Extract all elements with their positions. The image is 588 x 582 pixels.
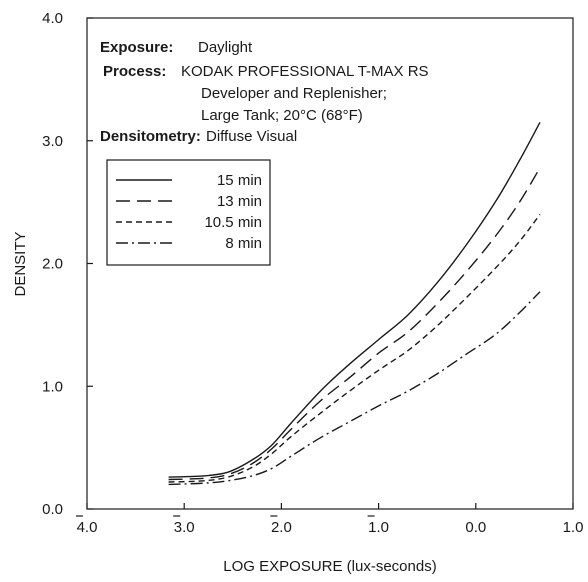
process-line-3: Large Tank; 20°C (68°F) bbox=[201, 107, 363, 124]
x-axis-title: LOG EXPOSURE (lux-seconds) bbox=[223, 558, 436, 575]
y-tick-label: 4.0 bbox=[42, 10, 63, 27]
process-line-2: Developer and Replenisher; bbox=[201, 85, 387, 102]
y-tick-label: 0.0 bbox=[42, 501, 63, 518]
process-label: Process: bbox=[103, 63, 166, 80]
legend-box bbox=[106, 159, 271, 266]
y-ticks: 0.0 1.0 2.0 3.0 4.0 bbox=[42, 10, 93, 518]
series-line-15-min bbox=[168, 121, 541, 478]
series-lines bbox=[168, 121, 541, 486]
x-tick-label: 4.0 bbox=[77, 519, 98, 536]
x-tick-label: 1.0 bbox=[368, 519, 389, 536]
series-line-13-min bbox=[168, 167, 541, 481]
y-axis-title: DENSITY bbox=[12, 231, 29, 296]
x-tick-label: 2.0 bbox=[271, 519, 292, 536]
y-tick-label: 1.0 bbox=[42, 378, 63, 395]
exposure-label: Exposure: bbox=[100, 39, 173, 56]
legend: 15 min 13 min 10.5 min 8 min bbox=[106, 159, 271, 266]
legend-label: 15 min bbox=[217, 172, 262, 189]
x-ticks: 4.0 3.0 2.0 1.0 0.0 1.0 bbox=[76, 503, 583, 536]
legend-label: 13 min bbox=[217, 193, 262, 210]
series-line-8-min bbox=[168, 291, 541, 486]
y-tick-label: 2.0 bbox=[42, 256, 63, 273]
x-tick-label: 1.0 bbox=[563, 519, 584, 536]
info-block: Exposure: Daylight Process: KODAK PROFES… bbox=[100, 39, 429, 145]
x-tick-label: 0.0 bbox=[465, 519, 486, 536]
legend-label: 8 min bbox=[225, 235, 262, 252]
process-line-1: KODAK PROFESSIONAL T-MAX RS bbox=[181, 63, 429, 80]
densitometry-label: Densitometry: bbox=[100, 128, 201, 145]
y-tick-label: 3.0 bbox=[42, 133, 63, 150]
densitometry-value: Diffuse Visual bbox=[206, 128, 297, 145]
legend-label: 10.5 min bbox=[204, 214, 262, 231]
x-tick-label: 3.0 bbox=[174, 519, 195, 536]
exposure-value: Daylight bbox=[198, 39, 253, 56]
